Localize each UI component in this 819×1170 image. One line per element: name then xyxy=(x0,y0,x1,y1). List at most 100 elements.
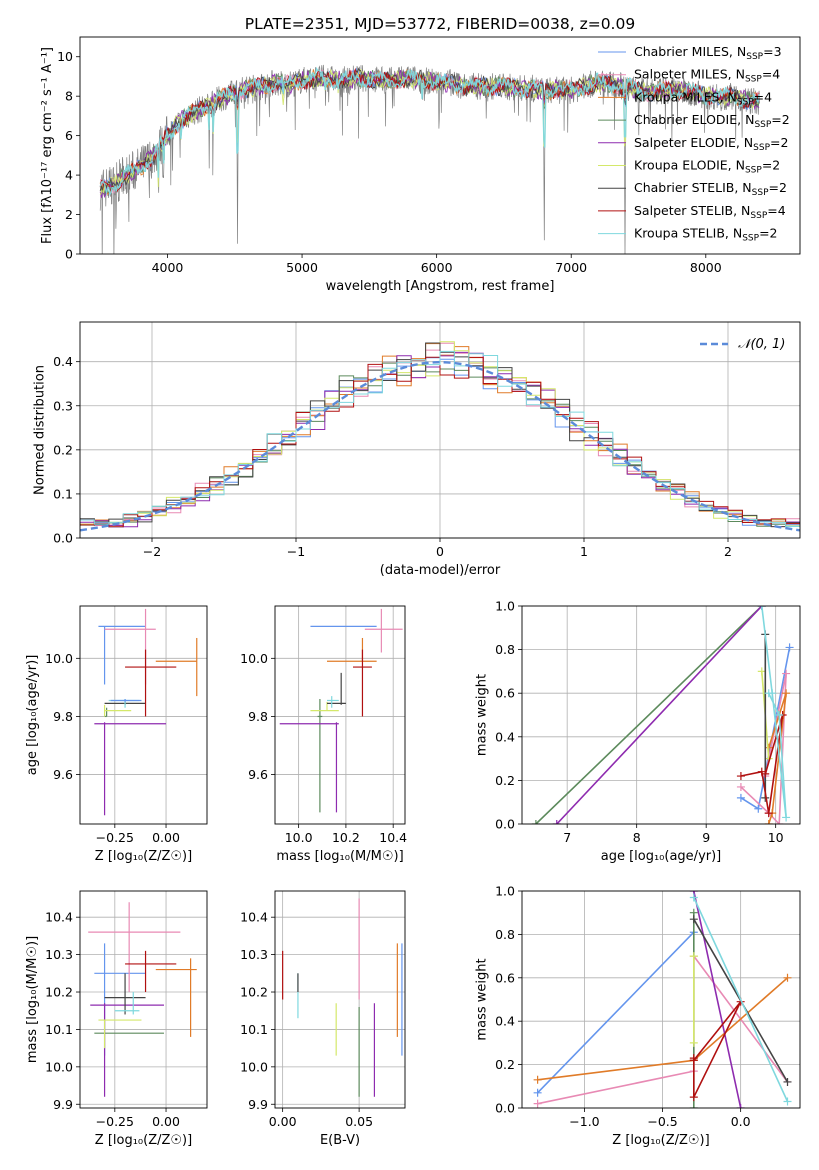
y-tick-label: 10.4 xyxy=(45,910,73,925)
y-axis-label: mass [log₁₀(M/M☉)] xyxy=(25,936,40,1063)
x-tick-label: 0.00 xyxy=(152,1114,180,1129)
weight-point-marker xyxy=(736,1104,745,1108)
weight-point-marker xyxy=(783,973,792,982)
weight-point-marker xyxy=(782,669,791,678)
legend-label: Chabrier ELODIE, NSSP=2 xyxy=(634,112,790,130)
x-tick-label: 9 xyxy=(702,830,710,845)
y-axis-label: mass weight xyxy=(475,958,490,1040)
legend-label: 𝒩(0, 1) xyxy=(738,337,785,352)
x-tick-label: 7 xyxy=(563,830,571,845)
chart-0: 4000 5000 6000 7000 8000 0 2 4 6 8 10 wavelength [A… xyxy=(40,36,801,294)
y-tick-label: 10.3 xyxy=(45,947,73,962)
y-tick-label: 9.8 xyxy=(248,709,268,724)
axes-frame xyxy=(79,605,208,825)
y-tick-label: 9.8 xyxy=(53,709,73,724)
legend-subscript: SSP xyxy=(753,143,770,153)
chart-5: −0.25 0.00 9.9 10.0 10.1 10.2 10.3 10.4 Z [log₁₀… xyxy=(25,890,208,1148)
x-tick-label: −0.25 xyxy=(96,1114,134,1129)
y-tick-label: 8 xyxy=(65,89,73,104)
weight-point-marker xyxy=(533,1088,542,1097)
legend-label: Chabrier MILES, NSSP=3 xyxy=(634,44,782,62)
weight-point-marker xyxy=(689,952,698,961)
x-tick-label: 10.0 xyxy=(285,830,313,845)
y-tick-label: 10.4 xyxy=(240,910,268,925)
weight-point-marker xyxy=(775,820,784,824)
weight-point-marker xyxy=(783,1077,792,1086)
y-tick-label: 9.6 xyxy=(248,767,268,782)
weight-point-marker xyxy=(764,689,773,698)
axes-frame xyxy=(79,36,801,255)
chart-7: −1.0 −0.5 0.0 0.0 0.2 0.4 0.6 0.8 1.0 Z [log₁₀(Z/… xyxy=(475,884,801,1148)
chart-4: 7 8 9 10 0.0 0.2 0.4 0.6 0.8 1.0 age [log₁₀(age/yr… xyxy=(475,599,801,864)
x-tick-label: 0.05 xyxy=(345,1114,373,1129)
y-tick-label: 0.1 xyxy=(53,486,73,501)
weight-point-marker xyxy=(736,772,745,781)
weight-point-marker xyxy=(552,820,561,824)
weight-line xyxy=(740,673,787,824)
axes-frame xyxy=(521,605,801,825)
weight-point-marker xyxy=(689,915,698,924)
y-axis-label: Flux [fλ10⁻¹⁷ erg cm⁻² s⁻¹ A⁻¹] xyxy=(40,47,55,244)
y-tick-label: 0.3 xyxy=(53,398,73,413)
y-tick-label: 0.0 xyxy=(53,531,73,546)
weight-point-marker xyxy=(689,1038,698,1047)
legend-nssp: =3 xyxy=(763,44,781,59)
weight-line xyxy=(693,1001,742,1098)
x-tick-label: 8000 xyxy=(690,260,722,275)
histogram-step-line xyxy=(80,356,800,528)
weight-point-marker xyxy=(782,813,791,822)
weight-point-marker xyxy=(533,1099,542,1108)
y-tick-label: 10.1 xyxy=(45,1022,73,1037)
legend-subscript: SSP xyxy=(752,188,769,198)
weight-point-marker xyxy=(533,1075,542,1084)
y-tick-label: 9.9 xyxy=(53,1097,73,1112)
y-tick-label: 0 xyxy=(65,247,73,262)
errorbars xyxy=(94,608,198,816)
y-tick-label: 0.0 xyxy=(495,1101,515,1116)
chart-3: 10.0 10.2 10.4 9.6 9.8 10.0 mass [log₁₀(M/M☉)] xyxy=(240,605,407,864)
y-tick-label: 0.4 xyxy=(53,354,73,369)
model-spectrum-line xyxy=(99,66,760,196)
weight-point-marker xyxy=(764,820,773,824)
legend-subscript: SSP xyxy=(750,211,767,221)
weight-point-marker xyxy=(689,1056,698,1065)
legend-subscript: SSP xyxy=(745,166,762,176)
histograms xyxy=(80,341,800,532)
legend-subscript: SSP xyxy=(746,52,763,62)
histogram-step-line xyxy=(80,342,800,528)
x-tick-label: 6000 xyxy=(421,260,453,275)
weight-point-marker xyxy=(757,606,766,610)
y-tick-label: 10 xyxy=(57,49,73,64)
weight-point-marker xyxy=(775,711,784,719)
x-tick-label: −0.25 xyxy=(96,830,134,845)
spectrum-lines xyxy=(99,64,760,254)
legend-nssp: =4 xyxy=(762,67,780,82)
x-tick-label: −2 xyxy=(143,544,161,559)
y-tick-label: 0.2 xyxy=(495,773,515,788)
y-axis-label: mass weight xyxy=(475,674,490,756)
weight-point-marker xyxy=(736,782,745,791)
y-tick-label: 2 xyxy=(65,207,73,222)
y-tick-label: 1.0 xyxy=(495,884,515,899)
y-tick-label: 10.0 xyxy=(45,651,73,666)
legend-subscript: SSP xyxy=(754,120,771,130)
legend-nssp: =2 xyxy=(771,112,789,127)
axes-frame xyxy=(79,890,208,1109)
weight-point-marker xyxy=(761,769,770,778)
x-axis-label: Z [log₁₀(Z/Z☉)] xyxy=(95,1133,192,1148)
legend-subscript: SSP xyxy=(742,234,759,244)
figure-title: PLATE=2351, MJD=53772, FIBERID=0038, z=0… xyxy=(245,15,635,33)
errorbars xyxy=(279,608,403,813)
x-axis-label: (data-model)/error xyxy=(380,563,501,578)
legend-label: Salpeter ELODIE, NSSP=2 xyxy=(634,135,788,153)
y-tick-label: 10.0 xyxy=(240,651,268,666)
x-axis-label: E(B-V) xyxy=(320,1133,360,1148)
y-tick-label: 10.0 xyxy=(240,1059,268,1074)
histogram-step-line xyxy=(80,350,800,527)
weight-point-marker xyxy=(754,804,763,813)
y-tick-label: 10.2 xyxy=(240,985,268,1000)
x-tick-label: 10.4 xyxy=(379,830,407,845)
errorbars xyxy=(88,902,197,1097)
y-axis-label: age [log₁₀(age/yr)] xyxy=(25,655,40,776)
